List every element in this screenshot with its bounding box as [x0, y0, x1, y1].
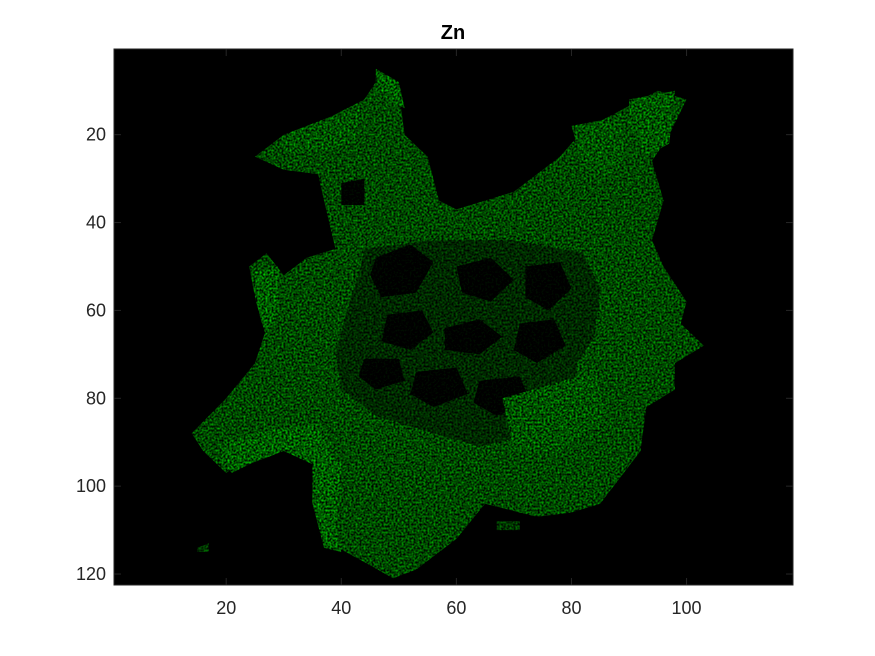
- intensity-region-11: [341, 178, 365, 205]
- intensity-region-19: [502, 371, 606, 451]
- y-tick-label: 20: [86, 125, 106, 145]
- intensity-region-13: [220, 424, 330, 473]
- x-tick-label: 80: [561, 598, 581, 618]
- plot-frame: [113, 48, 794, 586]
- x-tick-label: 60: [446, 598, 466, 618]
- x-tick-label: 40: [331, 598, 351, 618]
- y-tick-label: 100: [76, 476, 106, 496]
- intensity-region-12: [255, 266, 278, 337]
- y-tick-label: 120: [76, 564, 106, 584]
- intensity-region-15: [375, 68, 405, 109]
- intensity-region-20: [197, 543, 209, 552]
- intensity-region-17: [283, 108, 365, 153]
- intensity-region-14: [312, 442, 342, 552]
- intensity-region-5: [381, 310, 434, 350]
- x-tick-label: 100: [672, 598, 702, 618]
- chart-title: Zn: [441, 22, 465, 44]
- intensity-region-9: [410, 367, 468, 408]
- intensity-region-7: [513, 319, 566, 364]
- y-tick-label: 80: [86, 388, 106, 408]
- intensity-region-16: [629, 90, 675, 157]
- intensity-region-6: [444, 319, 503, 355]
- intensity-region-3: [456, 257, 514, 302]
- intensity-region-4: [525, 262, 572, 311]
- y-tick-label: 60: [86, 300, 106, 320]
- x-tick-label: 20: [216, 598, 236, 618]
- y-axis: 20 40 60 80 100 120: [76, 125, 793, 584]
- heatmap-image: [191, 68, 704, 579]
- y-tick-label: 40: [86, 213, 106, 233]
- x-axis: 20 40 60 80 100: [216, 49, 702, 618]
- intensity-region-8: [358, 358, 405, 390]
- intensity-region-21: [496, 521, 520, 531]
- intensity-region-2: [370, 244, 434, 298]
- intensity-region-18: [571, 117, 629, 179]
